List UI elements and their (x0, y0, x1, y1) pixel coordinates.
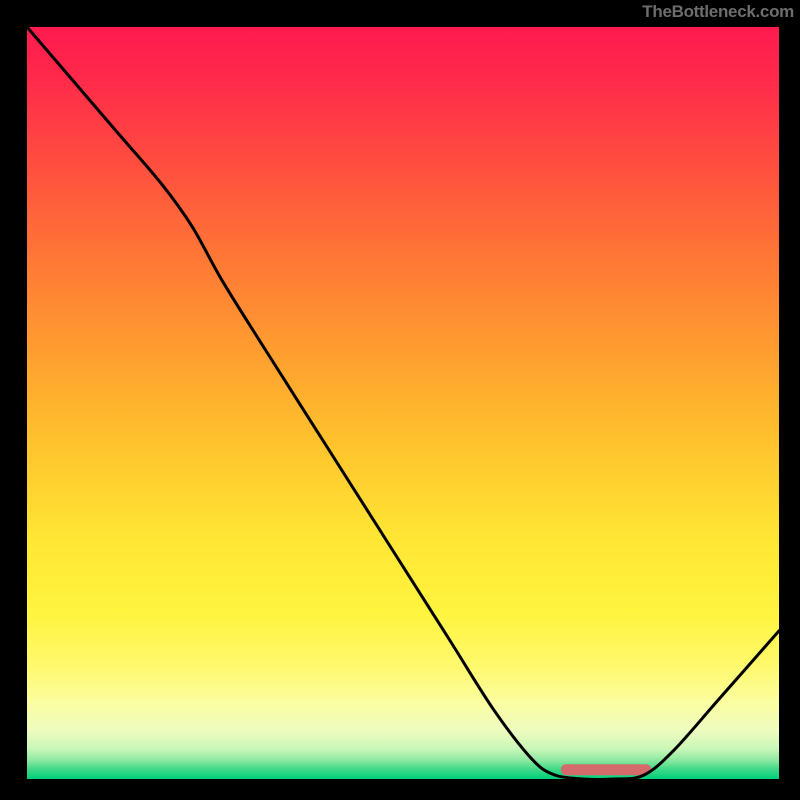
plot-background (27, 27, 779, 779)
chart-container: TheBottleneck.com (0, 0, 800, 800)
bottleneck-curve-chart (0, 0, 800, 800)
optimal-range-marker (561, 764, 651, 775)
